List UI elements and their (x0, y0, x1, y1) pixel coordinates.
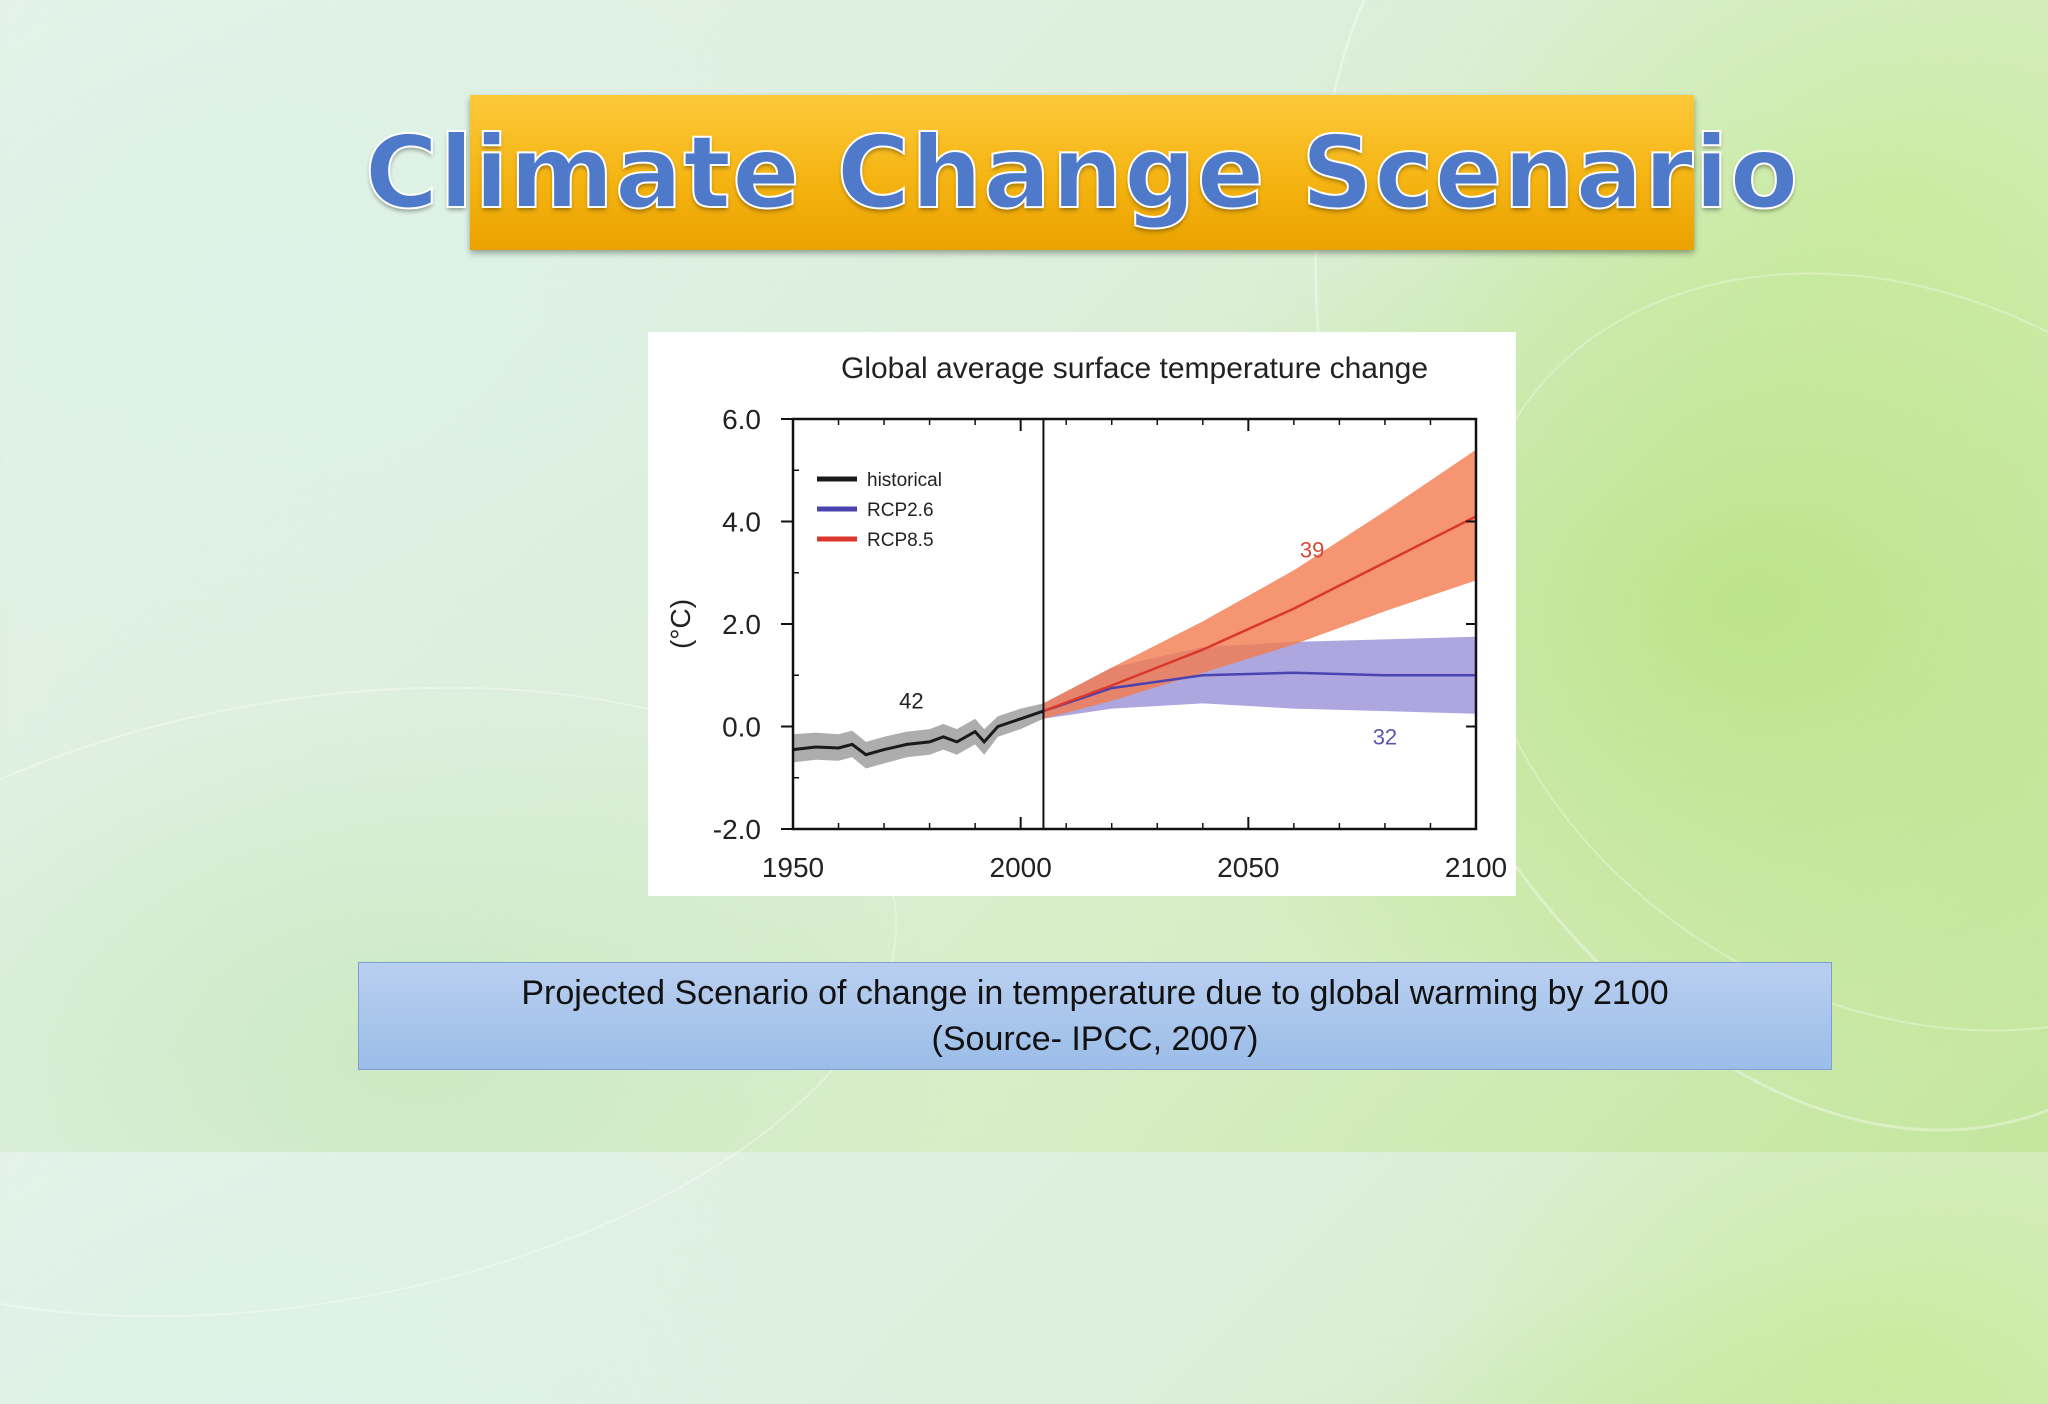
band-historical (793, 703, 1044, 769)
y-tick-label: 0.0 (722, 712, 761, 743)
slide-title: Climate Change Scenario (364, 113, 1800, 232)
legend-entry: RCP2.6 (867, 500, 934, 521)
annotation-rcp26: 32 (1373, 724, 1397, 749)
caption-line-1: Projected Scenario of change in temperat… (521, 974, 1669, 1012)
annotation-historical: 42 (899, 689, 923, 714)
band-rcp26 (1043, 636, 1476, 719)
line-historical (792, 709, 1044, 757)
legend-entry: RCP8.5 (867, 530, 934, 551)
chart-canvas: Global average surface temperature chang… (665, 352, 1507, 883)
y-tick-label: 6.0 (722, 404, 761, 435)
y-tick-label: -2.0 (713, 814, 761, 845)
temperature-chart: Global average surface temperature chang… (648, 332, 1516, 896)
line-rcp26 (1043, 671, 1476, 713)
y-axis-label: (°C) (665, 599, 696, 649)
caption-box: Projected Scenario of change in temperat… (358, 962, 1832, 1070)
slide-title-banner: Climate Change Scenario (364, 95, 1799, 250)
annotation-rcp85: 39 (1300, 537, 1324, 562)
legend-entry: historical (867, 470, 942, 491)
x-tick-label: 2000 (990, 852, 1052, 883)
x-tick-label: 2050 (1217, 852, 1279, 883)
y-tick-label: 2.0 (722, 609, 761, 640)
caption-line-2: (Source- IPCC, 2007) (931, 1020, 1259, 1058)
chart-title: Global average surface temperature chang… (841, 352, 1428, 385)
x-tick-label: 2100 (1445, 852, 1507, 883)
y-tick-label: 4.0 (722, 507, 761, 538)
band-rcp85 (1043, 449, 1476, 719)
x-tick-label: 1950 (762, 852, 824, 883)
line-rcp85 (1042, 515, 1477, 713)
